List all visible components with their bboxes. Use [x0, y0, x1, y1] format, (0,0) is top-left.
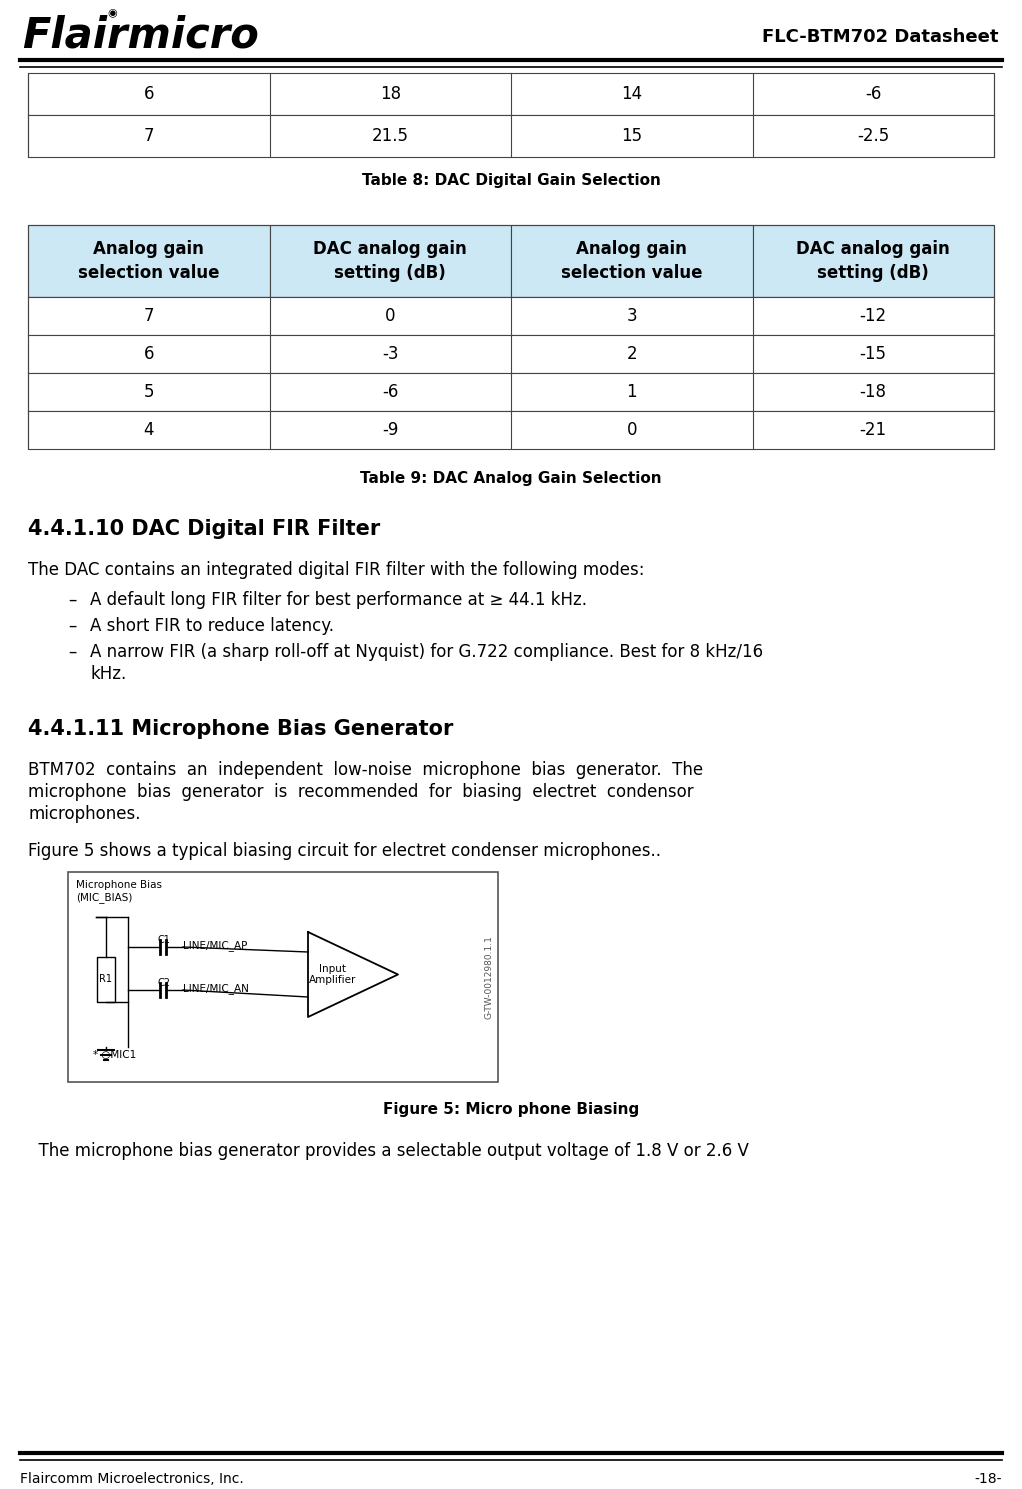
- Text: 15: 15: [621, 127, 642, 144]
- Text: 21.5: 21.5: [372, 127, 409, 144]
- Text: LINE/MIC_AP: LINE/MIC_AP: [183, 940, 247, 951]
- Text: -15: -15: [860, 345, 887, 363]
- Text: The DAC contains an integrated digital FIR filter with the following modes:: The DAC contains an integrated digital F…: [28, 561, 645, 579]
- Text: 6: 6: [143, 85, 154, 103]
- Text: –: –: [68, 643, 77, 661]
- Text: -6: -6: [865, 85, 881, 103]
- Text: C2: C2: [158, 978, 171, 989]
- Bar: [28, 73, 994, 115]
- Text: R1: R1: [99, 974, 112, 984]
- Text: * ○MIC1: * ○MIC1: [93, 1050, 136, 1060]
- Text: FLC-BTM702 Datasheet: FLC-BTM702 Datasheet: [761, 28, 998, 46]
- Text: DAC analog gain
setting (dB): DAC analog gain setting (dB): [796, 240, 950, 281]
- Text: -18-: -18-: [975, 1473, 1002, 1486]
- Text: Figure 5 shows a typical biasing circuit for electret condenser microphones..: Figure 5 shows a typical biasing circuit…: [28, 841, 661, 861]
- Text: 6: 6: [143, 345, 154, 363]
- Text: -12: -12: [860, 307, 887, 325]
- Text: ◉: ◉: [107, 7, 117, 18]
- Text: Table 8: DAC Digital Gain Selection: Table 8: DAC Digital Gain Selection: [362, 173, 660, 188]
- Bar: [28, 335, 994, 374]
- Text: 0: 0: [385, 307, 396, 325]
- Text: Figure 5: Micro phone Biasing: Figure 5: Micro phone Biasing: [383, 1102, 639, 1117]
- Bar: [28, 296, 994, 335]
- Text: -18: -18: [860, 383, 887, 401]
- Text: C1: C1: [158, 935, 171, 946]
- Text: 4: 4: [143, 421, 154, 439]
- Text: Microphone Bias
(MIC_BIAS): Microphone Bias (MIC_BIAS): [76, 880, 162, 904]
- Text: DAC analog gain
setting (dB): DAC analog gain setting (dB): [314, 240, 467, 281]
- Text: –: –: [68, 591, 77, 609]
- Bar: [68, 873, 498, 1083]
- Text: Table 9: DAC Analog Gain Selection: Table 9: DAC Analog Gain Selection: [360, 471, 662, 485]
- Text: -3: -3: [382, 345, 399, 363]
- Bar: [28, 225, 994, 296]
- Text: microphone  bias  generator  is  recommended  for  biasing  electret  condensor: microphone bias generator is recommended…: [28, 783, 694, 801]
- Text: 4.4.1.10 DAC Digital FIR Filter: 4.4.1.10 DAC Digital FIR Filter: [28, 520, 380, 539]
- Text: BTM702  contains  an  independent  low-noise  microphone  bias  generator.  The: BTM702 contains an independent low-noise…: [28, 761, 703, 779]
- Text: A short FIR to reduce latency.: A short FIR to reduce latency.: [90, 616, 334, 634]
- Text: 4.4.1.11 Microphone Bias Generator: 4.4.1.11 Microphone Bias Generator: [28, 719, 454, 739]
- Text: 5: 5: [143, 383, 154, 401]
- Text: -21: -21: [860, 421, 887, 439]
- Text: Flairmicro: Flairmicro: [22, 15, 259, 57]
- Text: -9: -9: [382, 421, 399, 439]
- Text: Analog gain
selection value: Analog gain selection value: [78, 240, 220, 281]
- Text: 18: 18: [380, 85, 401, 103]
- Bar: [28, 225, 270, 296]
- Bar: [270, 225, 511, 296]
- Text: -2.5: -2.5: [857, 127, 889, 144]
- Text: –: –: [68, 616, 77, 634]
- Text: G-TW-0012980.1.1: G-TW-0012980.1.1: [484, 935, 493, 1018]
- Text: -6: -6: [382, 383, 399, 401]
- Bar: [511, 225, 752, 296]
- Text: microphones.: microphones.: [28, 806, 140, 823]
- Bar: [28, 374, 994, 411]
- Text: 14: 14: [621, 85, 642, 103]
- Text: Analog gain
selection value: Analog gain selection value: [561, 240, 702, 281]
- Text: 3: 3: [626, 307, 637, 325]
- Bar: [752, 225, 994, 296]
- Text: 0: 0: [626, 421, 637, 439]
- Text: 7: 7: [143, 127, 154, 144]
- Text: The microphone bias generator provides a selectable output voltage of 1.8 V or 2: The microphone bias generator provides a…: [28, 1142, 749, 1160]
- Text: 7: 7: [143, 307, 154, 325]
- Text: 2: 2: [626, 345, 637, 363]
- Bar: [28, 115, 994, 156]
- Text: Input
Amplifier: Input Amplifier: [310, 963, 357, 986]
- Text: A default long FIR filter for best performance at ≥ 44.1 kHz.: A default long FIR filter for best perfo…: [90, 591, 587, 609]
- Text: Flaircomm Microelectronics, Inc.: Flaircomm Microelectronics, Inc.: [20, 1473, 244, 1486]
- Text: kHz.: kHz.: [90, 666, 127, 683]
- Text: A narrow FIR (a sharp roll-off at Nyquist) for G.722 compliance. Best for 8 kHz/: A narrow FIR (a sharp roll-off at Nyquis…: [90, 643, 763, 661]
- Text: 1: 1: [626, 383, 637, 401]
- Bar: [28, 411, 994, 450]
- Text: LINE/MIC_AN: LINE/MIC_AN: [183, 983, 249, 995]
- Bar: [97, 957, 115, 1002]
